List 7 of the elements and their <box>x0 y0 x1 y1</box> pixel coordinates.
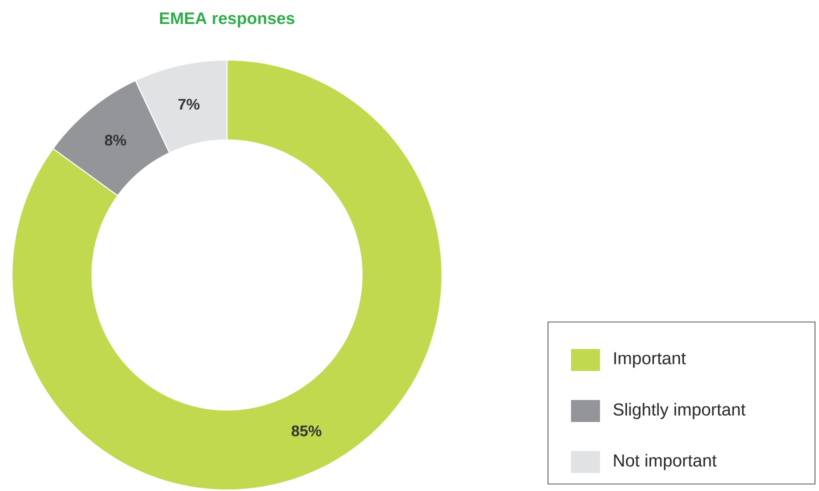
legend-label: Not important <box>614 454 717 470</box>
data-label: 85% <box>292 426 322 437</box>
data-label: 7% <box>178 99 200 110</box>
legend-label: Slightly important <box>614 403 746 420</box>
chart-title: EMEA responses <box>160 12 294 28</box>
data-label: 8% <box>104 134 126 146</box>
legend-label: Important <box>614 352 686 368</box>
